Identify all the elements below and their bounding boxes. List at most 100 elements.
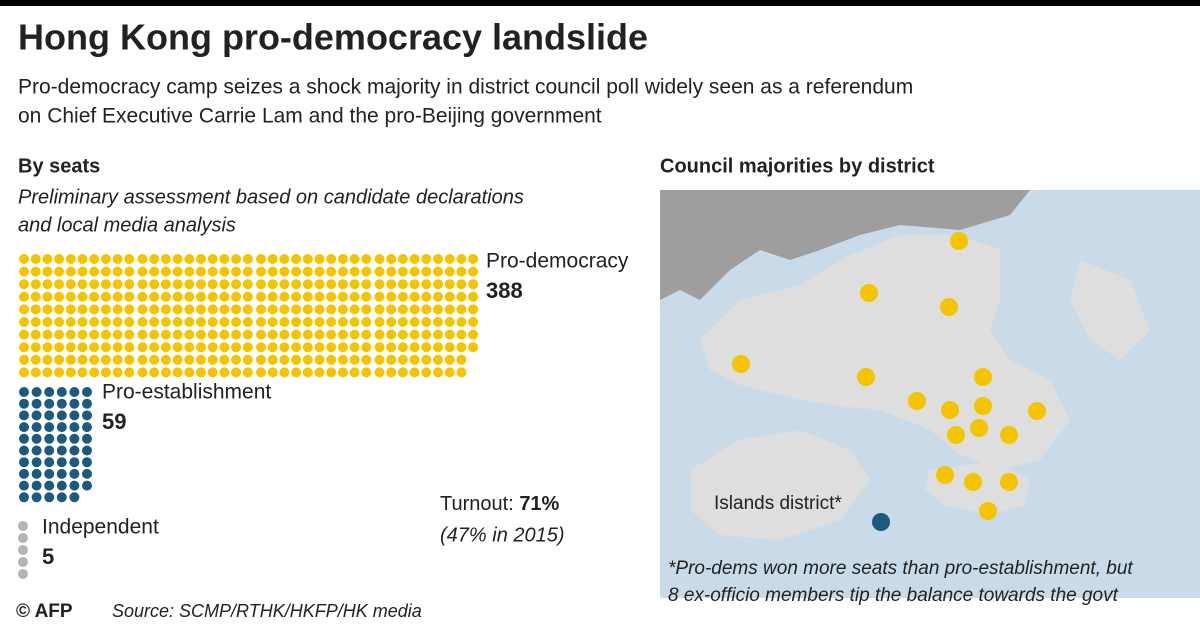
seat-dot [291, 254, 302, 264]
seat-dot [31, 492, 42, 503]
seat-dot [291, 367, 302, 378]
seat-dot [149, 291, 160, 302]
seat-dot [196, 354, 206, 365]
seat-dot [124, 342, 135, 353]
seat-dot [112, 329, 123, 340]
seat-dot [267, 254, 278, 264]
seat-dot [349, 342, 360, 353]
seat-dot [219, 317, 230, 327]
seat-dot [184, 317, 195, 327]
seat-dot [444, 367, 455, 378]
seat-dot [421, 342, 432, 353]
seat-dot [456, 342, 467, 353]
seat-dot [397, 367, 408, 378]
seat-dot [124, 304, 135, 315]
seat-dot [172, 304, 183, 315]
seat-dot [279, 342, 290, 353]
seat-dot [82, 433, 92, 444]
seat-dot [267, 329, 278, 340]
seat-dot [468, 266, 479, 277]
seat-dot [444, 291, 455, 302]
district-dot [1000, 426, 1018, 444]
seat-dot [54, 304, 65, 315]
seat-dot [337, 291, 348, 302]
seat-dot [56, 445, 67, 456]
seat-dot [279, 254, 290, 264]
seat-dot [207, 279, 218, 290]
district-dot [860, 284, 878, 302]
seat-dot [89, 354, 100, 365]
seat-dot [19, 254, 29, 264]
seat-dot [19, 480, 29, 491]
seat-dot [397, 342, 408, 353]
seat-dot [149, 367, 160, 378]
seat-dot [302, 254, 313, 264]
seat-dot [468, 279, 479, 290]
islands-dot [872, 513, 890, 531]
seat-dot [19, 354, 29, 365]
seat-dot [65, 317, 76, 327]
seat-dot [69, 387, 80, 397]
seat-dot [421, 367, 432, 378]
seat-dot [291, 342, 302, 353]
seat-dot [184, 342, 195, 353]
seat-dot [137, 367, 148, 378]
seat-dot [112, 279, 123, 290]
seat-dot [100, 304, 111, 315]
seat-dot [242, 354, 253, 365]
seat-dot [444, 342, 455, 353]
seat-dot [349, 317, 360, 327]
seat-dot [89, 254, 100, 264]
seat-dot [18, 533, 28, 543]
district-dot [974, 397, 992, 415]
seat-dot [112, 304, 123, 315]
seat-dot [326, 266, 337, 277]
seat-dot [112, 367, 123, 378]
seat-dot [337, 367, 348, 378]
seat-dot [196, 304, 206, 315]
district-dot [732, 355, 750, 373]
seat-dot [386, 304, 397, 315]
seat-dot [337, 266, 348, 277]
seat-dot [409, 317, 420, 327]
seat-dot [409, 279, 420, 290]
seat-dot [77, 342, 88, 353]
seat-dot [361, 279, 372, 290]
seat-dot [374, 367, 385, 378]
seat-dot [19, 291, 29, 302]
seat-dot [42, 254, 53, 264]
seat-dot [77, 354, 88, 365]
seat-dot [302, 304, 313, 315]
seat-dot [337, 304, 348, 315]
seat-dot [69, 445, 80, 456]
seat-dot [89, 304, 100, 315]
seat-dot [100, 329, 111, 340]
seat-dot [242, 254, 253, 264]
seat-dot [326, 342, 337, 353]
seat-dot [337, 329, 348, 340]
seat-dot [468, 342, 479, 353]
seat-dot [456, 266, 467, 277]
seat-dot [160, 254, 171, 264]
seat-dot [54, 317, 65, 327]
seat-dot [409, 342, 420, 353]
seat-dot [18, 557, 28, 567]
seat-dot [172, 367, 183, 378]
seat-dot [172, 317, 183, 327]
seat-dot [56, 398, 67, 409]
seat-dot [19, 492, 29, 503]
seat-dot [279, 279, 290, 290]
seat-dot [65, 304, 76, 315]
footnote: *Pro-dems won more seats than pro-establ… [668, 558, 1133, 579]
seat-dot [326, 354, 337, 365]
seat-dot [160, 342, 171, 353]
seat-dot [207, 254, 218, 264]
seat-dot [456, 317, 467, 327]
seat-dot [184, 367, 195, 378]
seat-dot [172, 266, 183, 277]
seat-dot [397, 254, 408, 264]
seat-dot [56, 433, 67, 444]
seat-dot [69, 457, 80, 468]
seat-dot [65, 342, 76, 353]
seat-dot [468, 291, 479, 302]
